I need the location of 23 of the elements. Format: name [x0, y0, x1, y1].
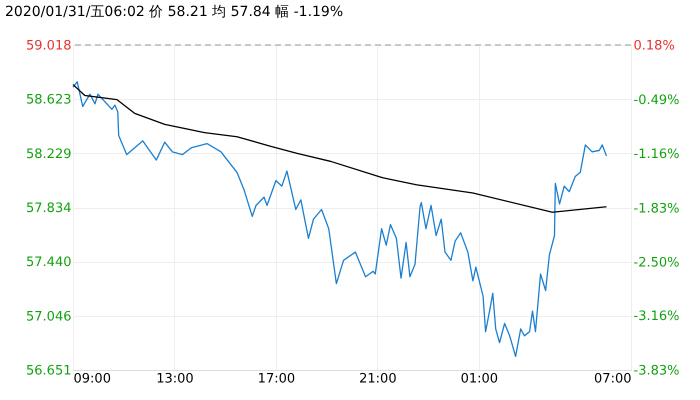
y2-tick-label: -2.50%: [634, 256, 680, 271]
x-tick-label: 01:00: [460, 372, 498, 386]
line-series: [72, 84, 608, 213]
x-tick-label: 17:00: [258, 372, 296, 386]
x-tick-label: 13:00: [156, 372, 194, 386]
y-tick-label: 57.834: [26, 201, 72, 216]
y-tick-label: 58.229: [26, 146, 72, 162]
y-tick-label: 59.018: [26, 38, 72, 54]
y2-tick-label: -3.83%: [634, 364, 680, 378]
y-tick-label: 56.651: [26, 364, 72, 378]
chart-title: 2020/01/31/五06:02 价 58.21 均 57.84 幅 -1.19%: [5, 4, 344, 20]
x-tick-label: 07:00: [594, 372, 632, 386]
y-tick-label: 58.623: [26, 92, 72, 108]
y2-tick-label: 0.18%: [634, 38, 675, 54]
y2-tick-label: -1.16%: [634, 147, 680, 162]
y-tick-label: 57.046: [26, 309, 72, 324]
y2-tick-label: -3.16%: [634, 309, 680, 324]
y2-tick-label: -1.83%: [634, 201, 680, 216]
y2-tick-label: -0.49%: [634, 92, 680, 108]
x-tick-label: 21:00: [359, 372, 397, 386]
x-tick-label: 09:00: [74, 372, 111, 386]
line-series: [72, 81, 608, 358]
y-tick-label: 57.440: [26, 255, 72, 270]
